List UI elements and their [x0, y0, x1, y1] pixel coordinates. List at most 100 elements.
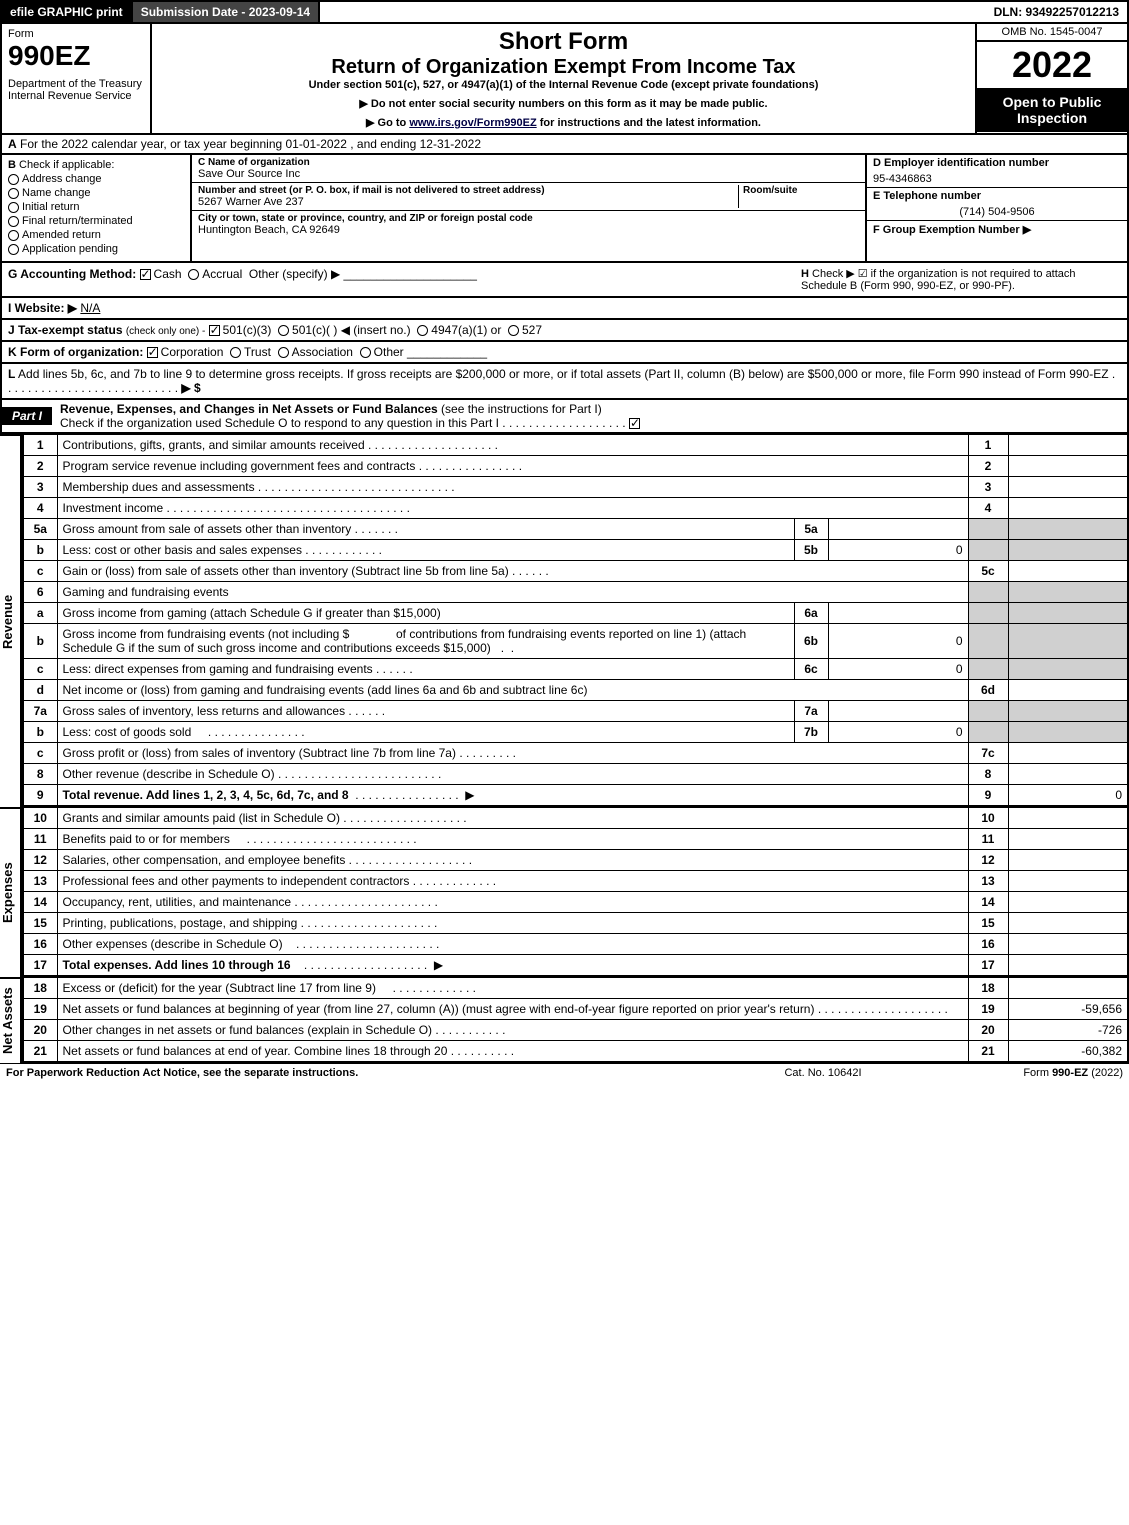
- line-6c: cLess: direct expenses from gaming and f…: [23, 659, 1128, 680]
- line-a: A For the 2022 calendar year, or tax yea…: [0, 135, 1129, 155]
- line-4: 4Investment income . . . . . . . . . . .…: [23, 498, 1128, 519]
- ein: 95-4346863: [867, 171, 1127, 188]
- line-20: 20Other changes in net assets or fund ba…: [23, 1020, 1128, 1041]
- chk-accrual[interactable]: [188, 269, 199, 280]
- box-c-city-lbl: City or town, state or province, country…: [198, 213, 859, 224]
- box-b-letter: B: [8, 159, 16, 171]
- part1-check-line: Check if the organization used Schedule …: [60, 416, 499, 430]
- line-15: 15Printing, publications, postage, and s…: [23, 913, 1128, 934]
- line-8: 8Other revenue (describe in Schedule O) …: [23, 764, 1128, 785]
- line-11: 11Benefits paid to or for members . . . …: [23, 829, 1128, 850]
- form-word: Form: [8, 28, 144, 40]
- open-to-public: Open to Public Inspection: [977, 88, 1127, 132]
- page-footer: For Paperwork Reduction Act Notice, see …: [0, 1063, 1129, 1082]
- line-6: 6Gaming and fundraising events: [23, 582, 1128, 603]
- dln: DLN: 93492257012213: [986, 2, 1127, 22]
- omb-number: OMB No. 1545-0047: [977, 24, 1127, 42]
- row-i: I Website: ▶ N/A: [0, 298, 1129, 320]
- chk-4947[interactable]: [417, 325, 428, 336]
- l-lbl: L: [8, 367, 15, 381]
- chk-501c[interactable]: [278, 325, 289, 336]
- box-d-lbl: D Employer identification number: [873, 157, 1049, 169]
- dept-line2: Internal Revenue Service: [8, 90, 144, 102]
- sidelabel-revenue: Revenue: [0, 434, 22, 807]
- form-number: 990EZ: [8, 40, 144, 72]
- line-6a: aGross income from gaming (attach Schedu…: [23, 603, 1128, 624]
- submission-date: Submission Date - 2023-09-14: [133, 2, 320, 22]
- l-tail: ▶ $: [181, 381, 200, 395]
- box-c-addr-lbl: Number and street (or P. O. box, if mail…: [198, 185, 734, 196]
- irs-link[interactable]: www.irs.gov/Form990EZ: [409, 117, 536, 129]
- dept-line1: Department of the Treasury: [8, 78, 144, 90]
- box-c-name-lbl: C Name of organization: [198, 157, 859, 168]
- expenses-section: Expenses 10Grants and similar amounts pa…: [0, 807, 1129, 977]
- chk-application-pending[interactable]: Application pending: [8, 243, 184, 255]
- line-21: 21Net assets or fund balances at end of …: [23, 1041, 1128, 1063]
- line-5c: cGain or (loss) from sale of assets othe…: [23, 561, 1128, 582]
- line-7b: bLess: cost of goods sold . . . . . . . …: [23, 722, 1128, 743]
- header-sub2: ▶ Do not enter social security numbers o…: [158, 97, 969, 110]
- row-l: L Add lines 5b, 6c, and 7b to line 9 to …: [0, 364, 1129, 400]
- org-name: Save Our Source Inc: [198, 168, 859, 180]
- box-e-lbl: E Telephone number: [873, 190, 981, 202]
- line-7a: 7aGross sales of inventory, less returns…: [23, 701, 1128, 722]
- line-13: 13Professional fees and other payments t…: [23, 871, 1128, 892]
- h-lbl: H: [801, 268, 809, 280]
- chk-amended-return[interactable]: Amended return: [8, 229, 184, 241]
- header-sub1: Under section 501(c), 527, or 4947(a)(1)…: [158, 79, 969, 91]
- chk-name-change[interactable]: Name change: [8, 187, 184, 199]
- chk-cash[interactable]: [140, 269, 151, 280]
- h-text: Check ▶ ☑ if the organization is not req…: [801, 268, 1076, 292]
- line-a-text: For the 2022 calendar year, or tax year …: [17, 137, 481, 151]
- block-bcdef: B Check if applicable: Address change Na…: [0, 155, 1129, 263]
- tax-year: 2022: [977, 42, 1127, 88]
- chk-association[interactable]: [278, 347, 289, 358]
- return-title: Return of Organization Exempt From Incom…: [158, 56, 969, 79]
- revenue-section: Revenue 1Contributions, gifts, grants, a…: [0, 434, 1129, 807]
- form-header: Form 990EZ Department of the Treasury In…: [0, 24, 1129, 135]
- line-9: 9Total revenue. Add lines 1, 2, 3, 4, 5c…: [23, 785, 1128, 807]
- chk-other-org[interactable]: [360, 347, 371, 358]
- i-lbl: I Website: ▶: [8, 301, 77, 315]
- g-lbl: G Accounting Method:: [8, 267, 136, 281]
- line-1: 1Contributions, gifts, grants, and simil…: [23, 435, 1128, 456]
- part1-paren: (see the instructions for Part I): [441, 402, 602, 416]
- row-gh: G Accounting Method: Cash Accrual Other …: [0, 263, 1129, 298]
- efile-label[interactable]: efile GRAPHIC print: [2, 2, 133, 22]
- chk-address-change[interactable]: Address change: [8, 173, 184, 185]
- chk-trust[interactable]: [230, 347, 241, 358]
- j-lbl: J Tax-exempt status: [8, 323, 123, 337]
- chk-527[interactable]: [508, 325, 519, 336]
- org-street: 5267 Warner Ave 237: [198, 196, 734, 208]
- part1-title: Revenue, Expenses, and Changes in Net As…: [60, 402, 438, 416]
- row-j: J Tax-exempt status (check only one) - 5…: [0, 320, 1129, 342]
- line-a-prefix: A: [8, 137, 17, 151]
- chk-final-return[interactable]: Final return/terminated: [8, 215, 184, 227]
- row-g: G Accounting Method: Cash Accrual Other …: [8, 267, 801, 292]
- chk-501c3[interactable]: [209, 325, 220, 336]
- row-k: K Form of organization: Corporation Trus…: [0, 342, 1129, 364]
- line-19: 19Net assets or fund balances at beginni…: [23, 999, 1128, 1020]
- j-sm: (check only one) -: [126, 326, 205, 337]
- part1-tab: Part I: [2, 407, 52, 425]
- telephone: (714) 504-9506: [867, 204, 1127, 221]
- footer-right: Form 990-EZ (2022): [923, 1067, 1123, 1079]
- revenue-table: 1Contributions, gifts, grants, and simil…: [22, 434, 1129, 807]
- line-17: 17Total expenses. Add lines 10 through 1…: [23, 955, 1128, 977]
- chk-schedule-o[interactable]: [629, 418, 640, 429]
- chk-initial-return[interactable]: Initial return: [8, 201, 184, 213]
- footer-mid: Cat. No. 10642I: [723, 1067, 923, 1079]
- line-12: 12Salaries, other compensation, and empl…: [23, 850, 1128, 871]
- box-c: C Name of organization Save Our Source I…: [192, 155, 867, 261]
- chk-corporation[interactable]: [147, 347, 158, 358]
- website: N/A: [80, 301, 100, 315]
- sub3-post: for instructions and the latest informat…: [537, 117, 761, 129]
- sidelabel-net-assets: Net Assets: [0, 977, 22, 1063]
- header-right: OMB No. 1545-0047 2022 Open to Public In…: [977, 24, 1127, 133]
- top-bar: efile GRAPHIC print Submission Date - 20…: [0, 0, 1129, 24]
- box-f-lbl: F Group Exemption Number ▶: [873, 224, 1031, 236]
- line-5b: bLess: cost or other basis and sales exp…: [23, 540, 1128, 561]
- line-3: 3Membership dues and assessments . . . .…: [23, 477, 1128, 498]
- footer-left: For Paperwork Reduction Act Notice, see …: [6, 1067, 723, 1079]
- line-18: 18Excess or (deficit) for the year (Subt…: [23, 978, 1128, 999]
